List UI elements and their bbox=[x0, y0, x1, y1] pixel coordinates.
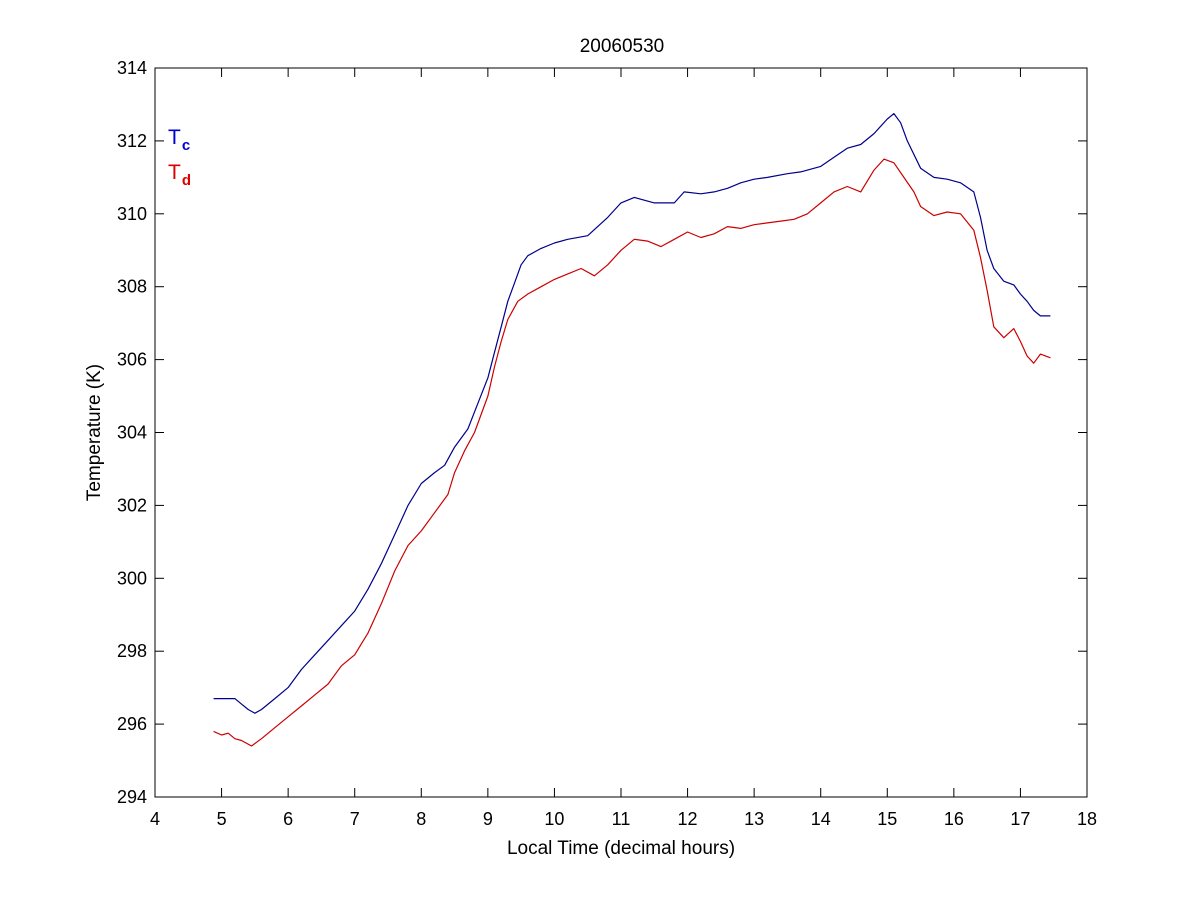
legend-entry: Tc bbox=[168, 126, 190, 154]
x-tick-label: 16 bbox=[944, 809, 964, 829]
x-tick-label: 14 bbox=[811, 809, 831, 829]
x-tick-label: 6 bbox=[283, 809, 293, 829]
y-tick-label: 312 bbox=[117, 131, 147, 151]
y-tick-label: 294 bbox=[117, 787, 147, 807]
x-tick-label: 4 bbox=[150, 809, 160, 829]
x-tick-label: 15 bbox=[877, 809, 897, 829]
y-tick-label: 308 bbox=[117, 277, 147, 297]
x-tick-label: 11 bbox=[612, 809, 631, 829]
legend-entry-subscript: c bbox=[182, 137, 190, 154]
x-tick-label: 13 bbox=[744, 809, 764, 829]
y-axis-title: Temperature (K) bbox=[84, 364, 105, 501]
legend-entry: Td bbox=[168, 161, 191, 189]
x-tick-label: 10 bbox=[544, 809, 564, 829]
x-tick-label: 9 bbox=[483, 809, 493, 829]
y-tick-label: 306 bbox=[117, 350, 147, 370]
series-lines bbox=[213, 112, 1051, 747]
x-tick-label: 18 bbox=[1077, 809, 1097, 829]
plot-area-frame bbox=[154, 67, 1088, 798]
x-axis-title: Local Time (decimal hours) bbox=[507, 838, 735, 859]
y-tick-label: 298 bbox=[117, 641, 147, 661]
y-tick-label: 300 bbox=[117, 568, 147, 588]
x-tick-label: 8 bbox=[416, 809, 426, 829]
y-tick-label: 296 bbox=[117, 714, 147, 734]
x-tick-label: 17 bbox=[1010, 809, 1030, 829]
legend-entry-symbol: T bbox=[168, 126, 181, 149]
series-line-1 bbox=[213, 158, 1051, 747]
y-tick-label: 314 bbox=[117, 58, 147, 78]
y-tick-label: 304 bbox=[117, 423, 147, 443]
legend-entry-subscript: d bbox=[182, 172, 191, 189]
series-line-0 bbox=[213, 112, 1051, 714]
y-tick-label: 310 bbox=[117, 204, 147, 224]
axis-ticks: 4 5 6 7 8 9 10 11 12 13 14 15 16 17 18 294 296 298 300 302 3… bbox=[117, 58, 1097, 829]
y-tick-label: 302 bbox=[117, 495, 147, 515]
x-tick-label: 12 bbox=[678, 809, 698, 829]
legend-entry-symbol: T bbox=[168, 161, 181, 184]
x-tick-label: 5 bbox=[217, 809, 227, 829]
chart-title: 20060530 bbox=[580, 36, 665, 57]
x-tick-label: 7 bbox=[350, 809, 360, 829]
